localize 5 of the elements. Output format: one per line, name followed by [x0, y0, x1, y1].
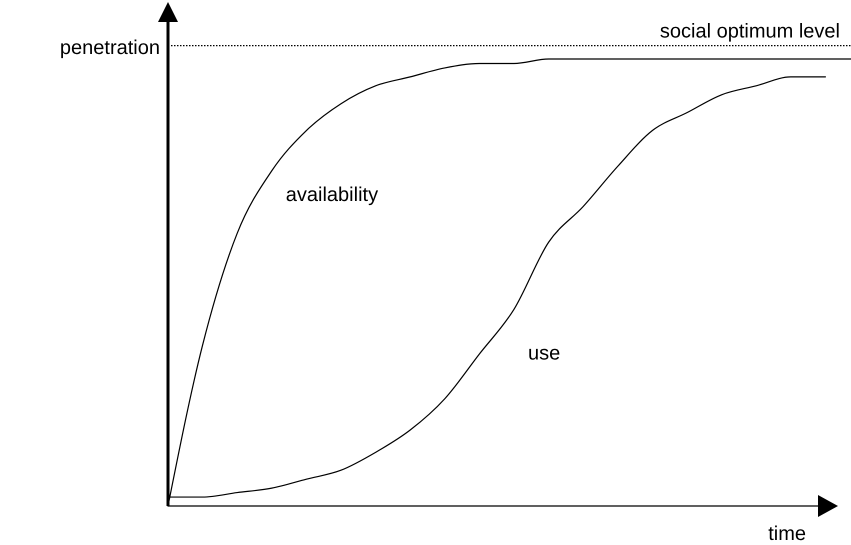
x-axis-title: time — [768, 523, 806, 545]
ref-line-label: social optimum level — [660, 20, 840, 43]
series-label: use — [528, 342, 560, 364]
y-axis-title: penetration — [60, 37, 160, 59]
series-label: availability — [286, 184, 378, 206]
